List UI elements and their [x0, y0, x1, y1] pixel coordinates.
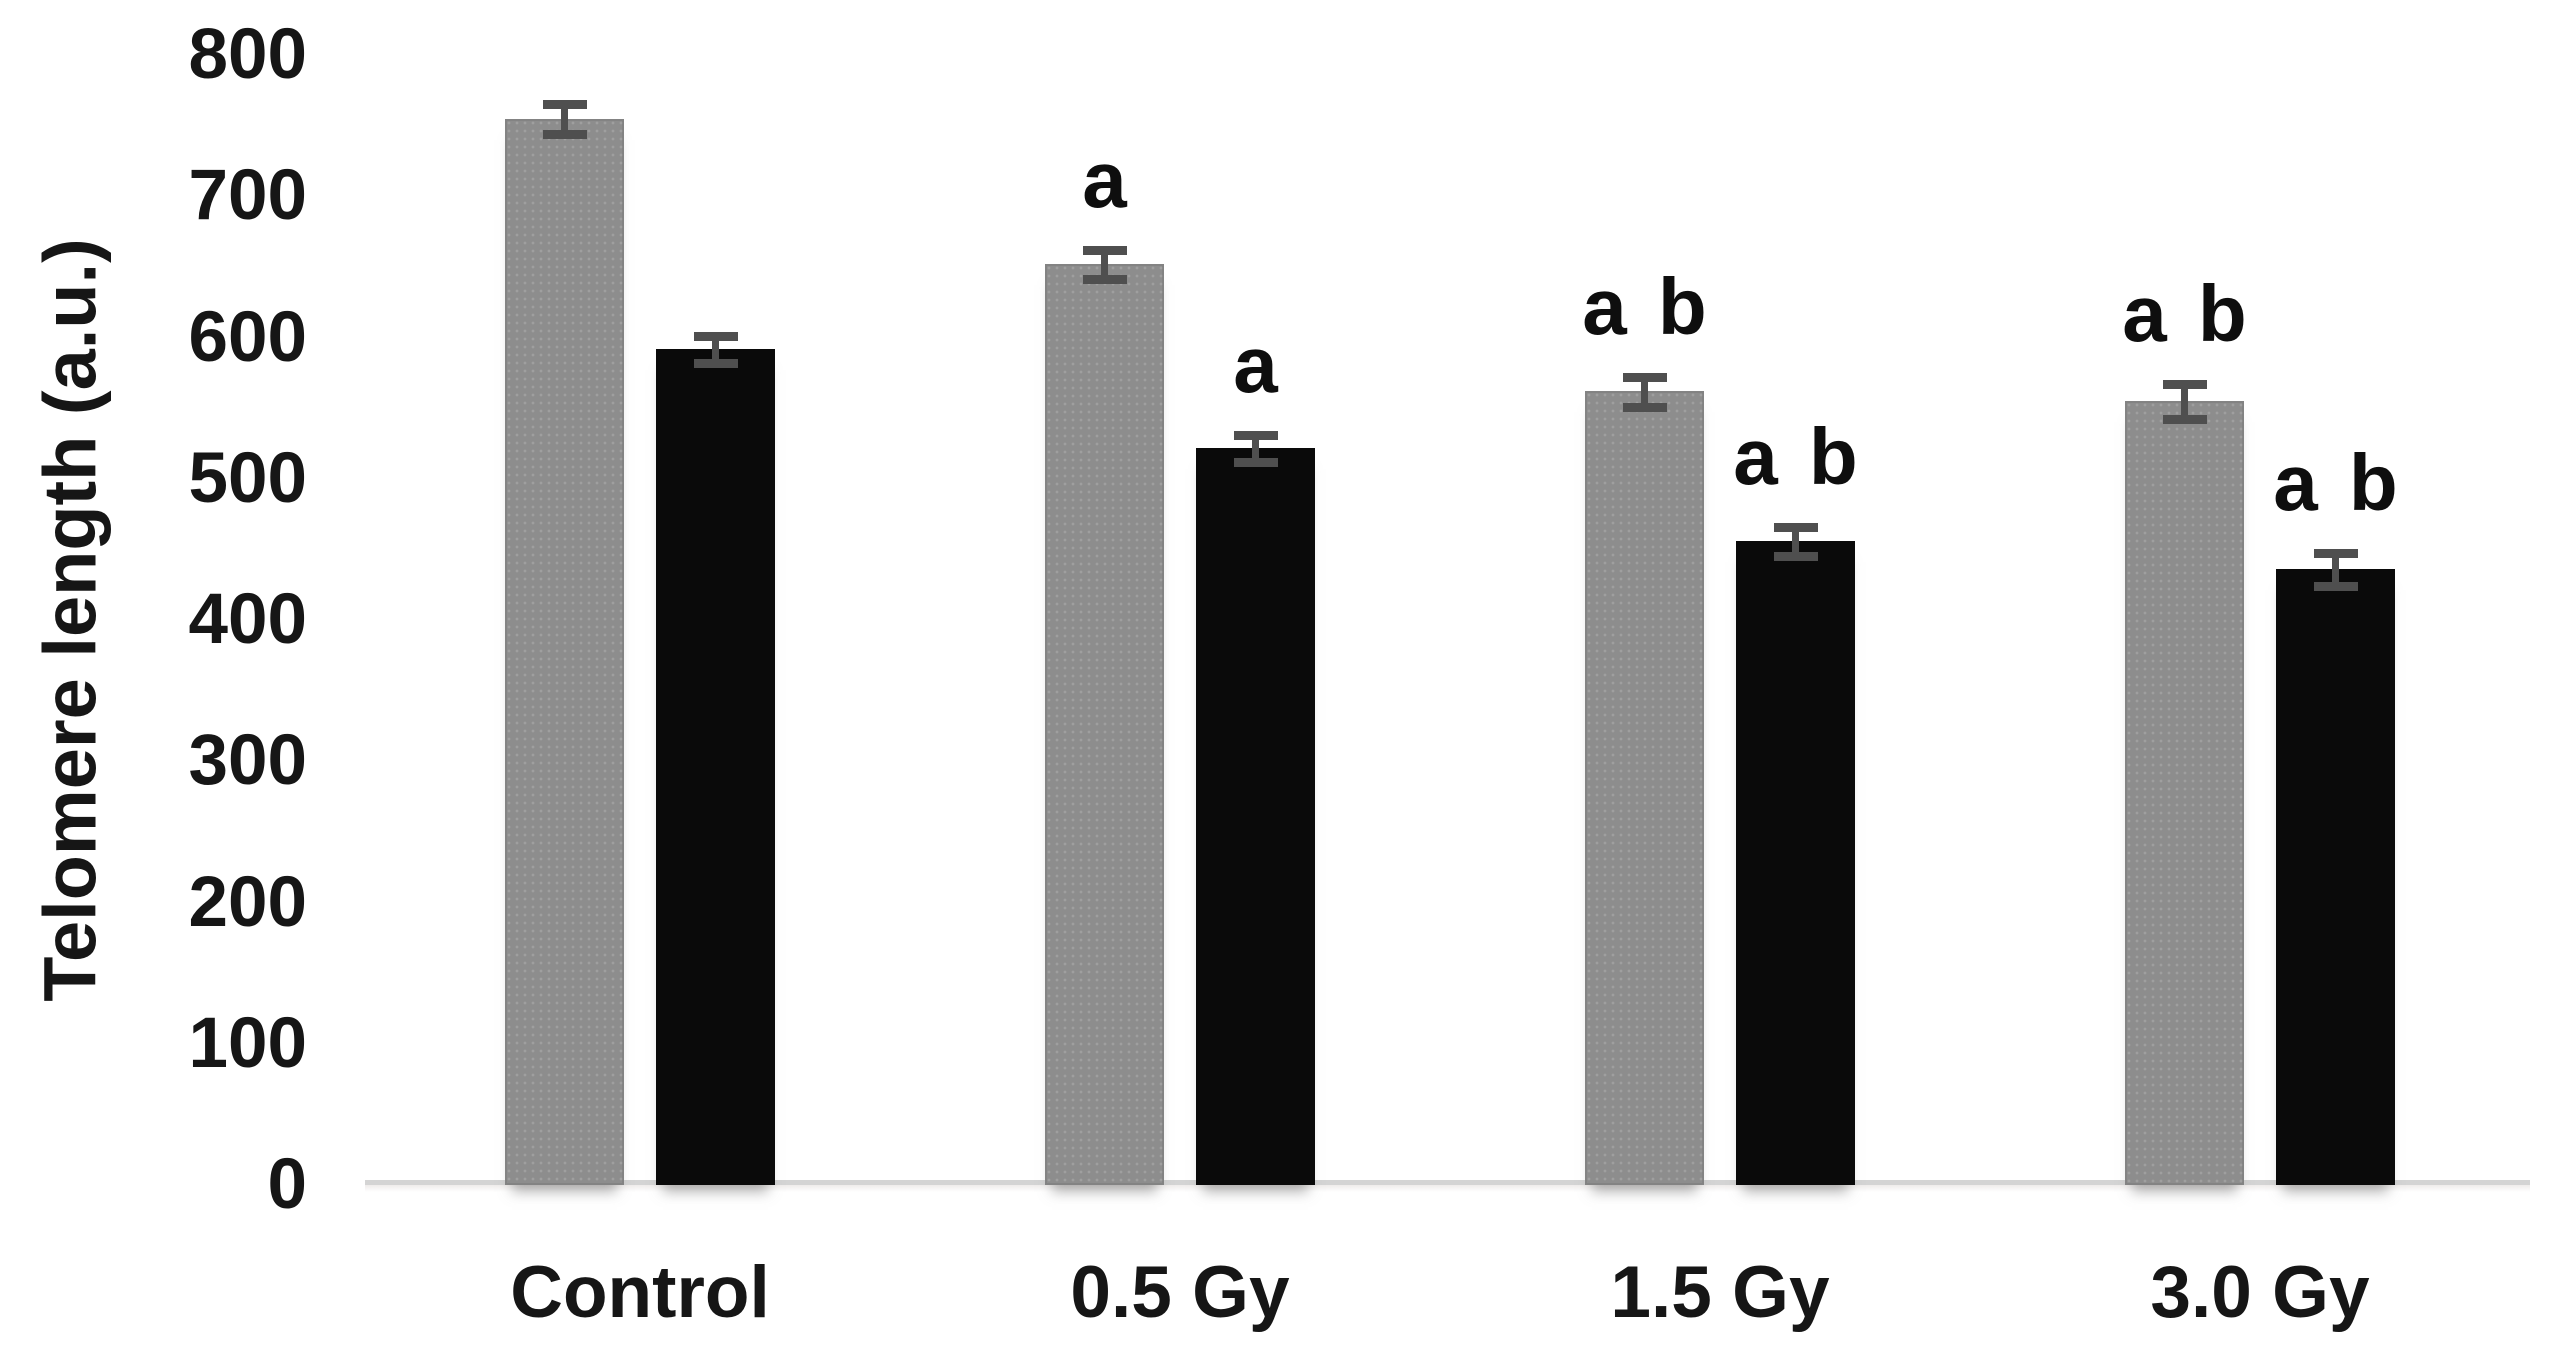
- bar-1-5-gy-black-bars: [1736, 540, 1855, 1185]
- x-category-label-control: Control: [510, 1252, 770, 1333]
- error-bar-cap-bottom: [1233, 457, 1278, 467]
- error-bar-cap-top: [1082, 245, 1127, 255]
- error-bar-cap-top: [2162, 379, 2207, 389]
- error-bar-whisker: [2332, 549, 2339, 589]
- significance-label-0-5-gy-black-bars: a: [1233, 319, 1278, 409]
- x-category-label-0-5-gy: 0.5 Gy: [1070, 1252, 1290, 1333]
- x-category-label-3-0-gy: 3.0 Gy: [2150, 1252, 2370, 1333]
- significance-label-3-0-gy-gray-bars: a b: [2122, 268, 2247, 358]
- y-tick-label-200: 200: [188, 862, 307, 942]
- y-tick-label-800: 800: [188, 15, 307, 94]
- error-bar-cap-bottom: [1773, 552, 1818, 562]
- error-bar-cap-top: [2313, 549, 2358, 559]
- error-bar-whisker: [2181, 379, 2188, 423]
- y-tick-label-100: 100: [188, 1003, 307, 1083]
- error-bar-whisker: [1252, 430, 1259, 465]
- significance-label-1-5-gy-gray-bars: a b: [1582, 261, 1707, 351]
- y-tick-label-500: 500: [188, 438, 307, 518]
- error-bar-whisker: [1792, 522, 1799, 560]
- error-bar-cap-top: [542, 100, 587, 110]
- error-bar-cap-top: [1622, 372, 1667, 382]
- bar-3-0-gy-gray-bars: [2125, 401, 2244, 1185]
- bar-3-0-gy-black-bars: [2276, 569, 2395, 1185]
- x-category-label-1-5-gy: 1.5 Gy: [1610, 1252, 1830, 1333]
- error-bar-whisker: [1101, 245, 1108, 283]
- significance-label-3-0-gy-black-bars: a b: [2273, 438, 2398, 528]
- y-tick-label-300: 300: [188, 721, 307, 801]
- y-tick-label-600: 600: [188, 297, 307, 377]
- error-bar-cap-bottom: [1082, 275, 1127, 285]
- error-bar-whisker: [712, 331, 719, 366]
- error-bar-cap-bottom: [2162, 415, 2207, 425]
- bar-0-5-gy-black-bars: [1196, 447, 1315, 1185]
- bar-control-gray-bars: [505, 118, 624, 1185]
- error-bar-cap-top: [1233, 430, 1278, 440]
- bar-0-5-gy-gray-bars: [1045, 264, 1164, 1185]
- error-bar-whisker: [1641, 372, 1648, 410]
- error-bar-cap-bottom: [2313, 581, 2358, 591]
- significance-label-0-5-gy-gray-bars: a: [1082, 134, 1127, 224]
- bar-control-black-bars: [656, 348, 775, 1185]
- significance-label-1-5-gy-black-bars: a b: [1733, 411, 1858, 501]
- x-axis-line: [365, 1180, 2530, 1192]
- error-bar-cap-bottom: [1622, 402, 1667, 412]
- y-tick-label-700: 700: [188, 156, 307, 236]
- bar-1-5-gy-gray-bars: [1585, 391, 1704, 1185]
- y-tick-label-400: 400: [188, 580, 307, 659]
- error-bar-cap-top: [693, 331, 738, 341]
- error-bar-cap-bottom: [542, 129, 587, 139]
- error-bar-cap-top: [1773, 522, 1818, 532]
- error-bar-whisker: [561, 100, 568, 137]
- y-tick-label-0: 0: [267, 1145, 308, 1224]
- error-bar-cap-bottom: [693, 358, 738, 368]
